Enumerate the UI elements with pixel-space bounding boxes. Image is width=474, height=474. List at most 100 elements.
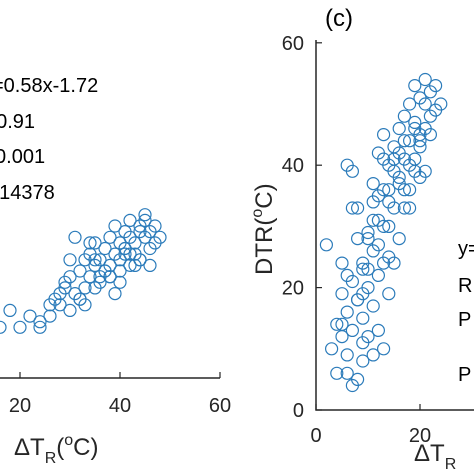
left-scatter-panel: 20 40 60 y=0.58x-1.72 R=0.91 P<0.001 Point… (0, 75, 231, 467)
scatter-point (330, 366, 344, 380)
scatter-point (98, 241, 112, 256)
scatter-point (123, 258, 137, 272)
scatter-point (434, 97, 448, 111)
scatter-point (356, 262, 370, 276)
scatter-point (366, 177, 380, 191)
scatter-point (413, 128, 427, 142)
scatter-point (138, 213, 152, 227)
panel-label: (c) (325, 5, 353, 32)
scatter-point (361, 232, 375, 246)
scatter-point (397, 183, 411, 197)
scatter-point (382, 250, 396, 264)
y-tick-label: 0 (293, 400, 304, 422)
scatter-point (43, 298, 57, 312)
scatter-point (118, 247, 132, 261)
scatter-point (325, 342, 339, 356)
annotation-regression-right: y= (458, 238, 474, 260)
scatter-point (335, 317, 349, 331)
scatter-point (83, 270, 97, 284)
scatter-point (382, 219, 396, 233)
scatter-point (408, 152, 422, 166)
x-tick-label: 20 (409, 425, 431, 447)
scatter-point (366, 348, 380, 362)
scatter-point (371, 238, 385, 252)
left-x-axis-label: ΔTR(oC) (14, 432, 99, 467)
annotation-points: Points:14378 (0, 182, 55, 204)
annotation-r-right: R (458, 275, 472, 297)
scatter-point (113, 275, 127, 289)
scatter-point (356, 311, 370, 325)
scatter-point (88, 236, 102, 250)
annotation-r: R=0.91 (0, 111, 35, 133)
scatter-point (63, 253, 77, 267)
scatter-point (23, 309, 37, 323)
scatter-point (366, 299, 380, 313)
left-x-ticks: 20 40 60 (9, 372, 231, 417)
x-tick-label: 20 (9, 395, 31, 417)
scatter-point (356, 354, 370, 368)
scatter-point (93, 275, 107, 289)
svg-text:DTR(oC): DTR(oC) (249, 183, 278, 275)
scatter-point (88, 253, 102, 267)
scatter-point (392, 232, 406, 246)
scatter-point (361, 225, 375, 240)
scatter-point (335, 287, 349, 301)
scatter-point (123, 213, 137, 227)
scatter-point (148, 219, 162, 233)
scatter-point (3, 303, 17, 317)
scatter-point (392, 146, 406, 160)
scatter-point (340, 366, 354, 380)
scatter-point (63, 303, 77, 317)
scatter-point (371, 268, 385, 282)
scatter-point (377, 219, 391, 233)
scatter-point (143, 258, 157, 272)
scatter-point (418, 72, 432, 87)
scatter-point (73, 292, 87, 306)
scatter-point (340, 158, 354, 172)
scatter-point (408, 115, 422, 130)
scatter-point (356, 336, 370, 350)
scatter-point (371, 323, 385, 337)
scatter-point (340, 305, 354, 319)
scatter-point (403, 201, 417, 215)
scatter-point (103, 230, 117, 244)
scatter-point (153, 230, 167, 244)
annotation-regression: y=0.58x-1.72 (0, 75, 98, 97)
scatter-point (351, 232, 365, 246)
scatter-point (418, 164, 432, 178)
scatter-point (408, 78, 422, 93)
scatter-point (429, 78, 443, 93)
scatter-point (366, 213, 380, 227)
scatter-point (377, 152, 391, 166)
scatter-point (345, 378, 359, 393)
scatter-point (397, 134, 411, 148)
scatter-point (68, 230, 82, 244)
scatter-point (33, 320, 47, 334)
scatter-point (73, 264, 87, 278)
scatter-point (403, 183, 417, 197)
x-tick-label: 60 (209, 395, 231, 417)
scatter-point (128, 236, 142, 250)
scatter-point (423, 109, 437, 123)
scatter-point (345, 201, 359, 215)
scatter-point (413, 134, 427, 148)
svg-text:ΔTR(oC): ΔTR(oC) (14, 432, 99, 467)
scatter-point (0, 320, 7, 334)
right-y-axis-label: DTR(oC) (249, 183, 278, 275)
scatter-point (392, 121, 406, 136)
scatter-point (351, 293, 365, 307)
annotation-points-right: P (458, 364, 471, 386)
right-y-ticks: 0 20 40 60 (282, 33, 322, 422)
scatter-point (123, 247, 137, 261)
scatter-point (397, 109, 411, 123)
y-tick-label: 60 (282, 33, 304, 55)
scatter-point (403, 97, 417, 111)
scatter-point (113, 264, 127, 278)
scatter-point (345, 274, 359, 289)
scatter-point (382, 183, 396, 197)
scatter-point (403, 134, 417, 148)
scatter-point (58, 281, 72, 295)
y-tick-label: 40 (282, 155, 304, 177)
scatter-point (377, 128, 391, 142)
scatter-point (93, 253, 107, 267)
